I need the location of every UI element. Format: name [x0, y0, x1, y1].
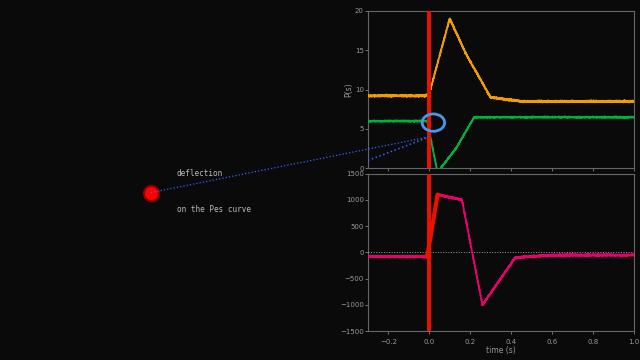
X-axis label: time (s): time (s)	[486, 346, 516, 355]
Text: on the Pes curve: on the Pes curve	[177, 205, 251, 214]
Text: deflection: deflection	[177, 169, 223, 178]
Y-axis label: P(s): P(s)	[344, 82, 353, 97]
